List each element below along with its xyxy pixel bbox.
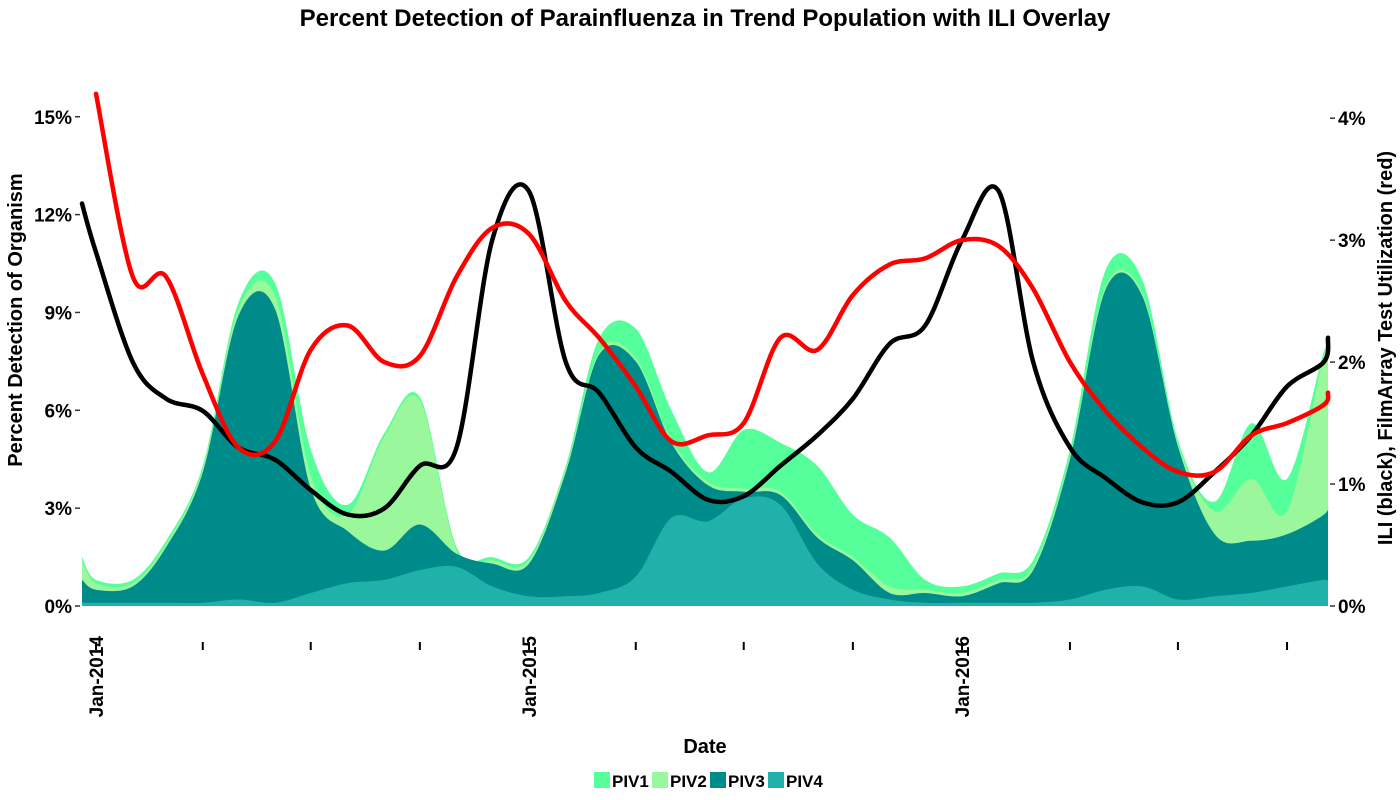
legend-label-piv4: PIV4: [786, 772, 823, 791]
chart-title: Percent Detection of Parainfluenza in Tr…: [300, 5, 1111, 32]
y2-tick-label: 0%: [1338, 597, 1366, 618]
legend-label-piv3: PIV3: [728, 772, 765, 791]
y2-tick-label: 3%: [1338, 231, 1366, 252]
left-axis: 0% 3% 6% 9% 12% 15%: [34, 108, 80, 618]
y-axis-label: Percent Detection of Organism: [5, 173, 27, 466]
legend: PIV1 PIV2 PIV3 PIV4: [594, 772, 823, 791]
y2-tick-label: 2%: [1338, 353, 1366, 374]
y-tick-label: 6%: [45, 401, 73, 422]
legend-swatch-piv4: [768, 772, 784, 788]
stacked-areas: [82, 253, 1329, 606]
y2-tick-label: 4%: [1338, 109, 1366, 130]
legend-swatch-piv1: [594, 772, 610, 788]
x-axis: Jan-2014 Jan-2015 Jan-2016: [87, 636, 1289, 718]
legend-label-piv2: PIV2: [670, 772, 707, 791]
y-tick-label: 9%: [45, 303, 73, 324]
y2-tick-label: 1%: [1338, 475, 1366, 496]
y-tick-label: 0%: [45, 597, 73, 618]
area-piv4: [82, 496, 1329, 606]
line-filmarray-test-utilization: [93, 91, 1331, 478]
x-axis-label: Date: [683, 736, 726, 758]
legend-swatch-piv3: [710, 772, 726, 788]
overlay-lines: [79, 91, 1331, 519]
y-tick-label: 12%: [34, 206, 72, 227]
x-tick-label: Jan-2015: [520, 636, 541, 718]
line-ili: [79, 182, 1331, 519]
y2-axis-label: ILI (black), FilmArray Test Utilization …: [1375, 151, 1397, 545]
right-axis: 0% 1% 2% 3% 4%: [1330, 109, 1366, 618]
x-tick-label: Jan-2014: [87, 636, 108, 718]
y-tick-label: 15%: [34, 108, 72, 129]
area-piv2: [82, 269, 1329, 606]
x-tick-label: Jan-2016: [953, 636, 974, 717]
legend-label-piv1: PIV1: [612, 772, 649, 791]
y-tick-label: 3%: [45, 499, 73, 520]
legend-swatch-piv2: [652, 772, 668, 788]
